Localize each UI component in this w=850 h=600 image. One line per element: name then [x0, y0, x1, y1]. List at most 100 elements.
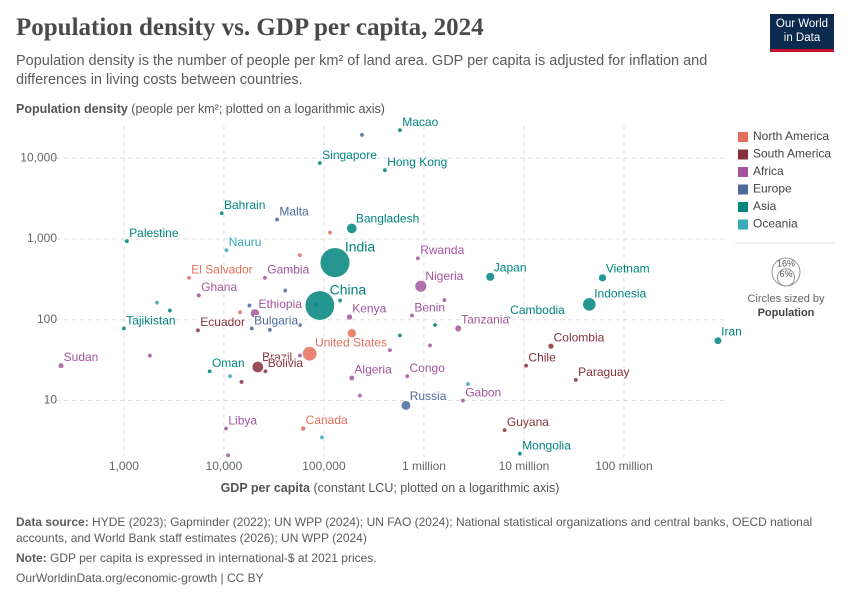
legend-label: Africa [753, 164, 784, 178]
y-label-detail: (people per km²; plotted on a logarithmi… [131, 102, 385, 116]
x-tick-label: 1,000 [109, 459, 139, 473]
bubble [505, 315, 511, 321]
legend-label: North America [753, 129, 829, 143]
x-label: GDP per capita [221, 481, 311, 495]
bubble [348, 375, 355, 381]
bubble [387, 347, 393, 353]
legend-swatch[interactable] [738, 202, 748, 212]
point-label: Gambia [267, 263, 309, 277]
bubble [382, 167, 388, 173]
bubble [397, 332, 403, 338]
bubble [346, 223, 358, 234]
bubble [582, 297, 597, 312]
point-label: Canada [306, 413, 348, 427]
legend-label: Europe [753, 182, 792, 196]
footer: Data source: HYDE (2023); Gapminder (202… [16, 514, 826, 586]
legend-swatch[interactable] [738, 149, 748, 160]
x-tick-label: 10,000 [206, 459, 243, 473]
x-tick-label: 10 million [499, 459, 550, 473]
point-label: Congo [410, 361, 446, 375]
bubble [327, 230, 333, 235]
bubble [714, 336, 722, 345]
bubble [346, 313, 353, 321]
point-label: Rwanda [420, 243, 464, 257]
title: Population density vs. GDP per capita, 2… [16, 14, 484, 41]
point-label: Macao [402, 115, 438, 129]
point-label: Indonesia [594, 287, 646, 301]
point-label: Kenya [352, 301, 386, 315]
point-label: Libya [228, 413, 257, 427]
legend-swatch[interactable] [738, 219, 748, 230]
bubble [287, 267, 293, 273]
y-tick-label: 100 [37, 312, 57, 326]
size-legend-variable: Population [758, 307, 815, 319]
size-legend-circle [776, 268, 796, 287]
point-label: India [345, 238, 376, 254]
bubble [196, 292, 202, 298]
logo[interactable]: Our World in Data [770, 14, 834, 52]
point-label: El Salvador [191, 263, 252, 277]
legend-label: Oceania [753, 217, 798, 231]
bubble [167, 308, 173, 313]
bubble [397, 127, 403, 133]
y-axis-title: Population density (people per km²; plot… [16, 102, 385, 116]
bubble [297, 252, 303, 258]
bubble [223, 426, 229, 431]
logo-line: in Data [783, 32, 821, 44]
bubble [147, 353, 153, 359]
bubble [460, 398, 466, 403]
note: Note: GDP per capita is expressed in int… [16, 550, 826, 566]
legend-swatch[interactable] [738, 167, 748, 177]
point-label: Bangladesh [356, 212, 419, 226]
legend-label: South America [753, 147, 831, 161]
url[interactable]: OurWorldinData.org/economic-growth | CC … [16, 571, 264, 585]
bubble [262, 368, 268, 374]
x-axis-title: GDP per capita (constant LCU; plotted on… [221, 481, 560, 495]
bubble [297, 322, 303, 328]
bubble [317, 160, 323, 166]
point-label: Ghana [201, 280, 237, 294]
bubble [262, 275, 268, 281]
bubble [347, 328, 357, 338]
point-label: Palestine [129, 226, 179, 240]
bubble [247, 303, 252, 308]
bubble [195, 327, 201, 333]
point-label: United States [315, 336, 387, 350]
point-label: Brazil [262, 350, 292, 364]
bubble [154, 300, 160, 306]
bubble [547, 343, 554, 350]
point-label: Benin [414, 300, 445, 314]
y-tick-label: 1,000 [27, 231, 57, 245]
legend-swatch[interactable] [738, 184, 748, 195]
source-text: HYDE (2023); Gapminder (2022); UN WPP (2… [16, 515, 813, 545]
bubble [225, 452, 231, 458]
bubble [224, 247, 229, 253]
bubble [319, 434, 325, 440]
bubble [227, 373, 233, 379]
point-label: Vietnam [606, 262, 650, 276]
y-label: Population density [16, 102, 128, 116]
point-label: Sudan [64, 350, 99, 364]
size-legend-title: Circles sized by [747, 293, 825, 305]
legend-swatch[interactable] [738, 132, 748, 142]
logo-line: Our World [775, 18, 829, 30]
source: Data source: HYDE (2023); Gapminder (202… [16, 514, 826, 546]
x-tick-label: 1 million [402, 459, 446, 473]
bubble [271, 358, 277, 364]
bubble [359, 132, 365, 138]
bubble [465, 381, 471, 387]
bubble [237, 319, 243, 325]
bubble [427, 343, 433, 348]
point-label: Japan [494, 260, 527, 274]
note-label: Note: [16, 551, 47, 565]
point-label: Hong Kong [387, 155, 447, 169]
bubble [404, 373, 410, 379]
bubble [239, 379, 244, 385]
bubble [454, 324, 462, 332]
point-label: Chile [528, 351, 556, 365]
point-label: Nigeria [425, 269, 463, 283]
bubble [441, 297, 447, 303]
bubble [186, 275, 192, 281]
bubble [300, 425, 306, 432]
